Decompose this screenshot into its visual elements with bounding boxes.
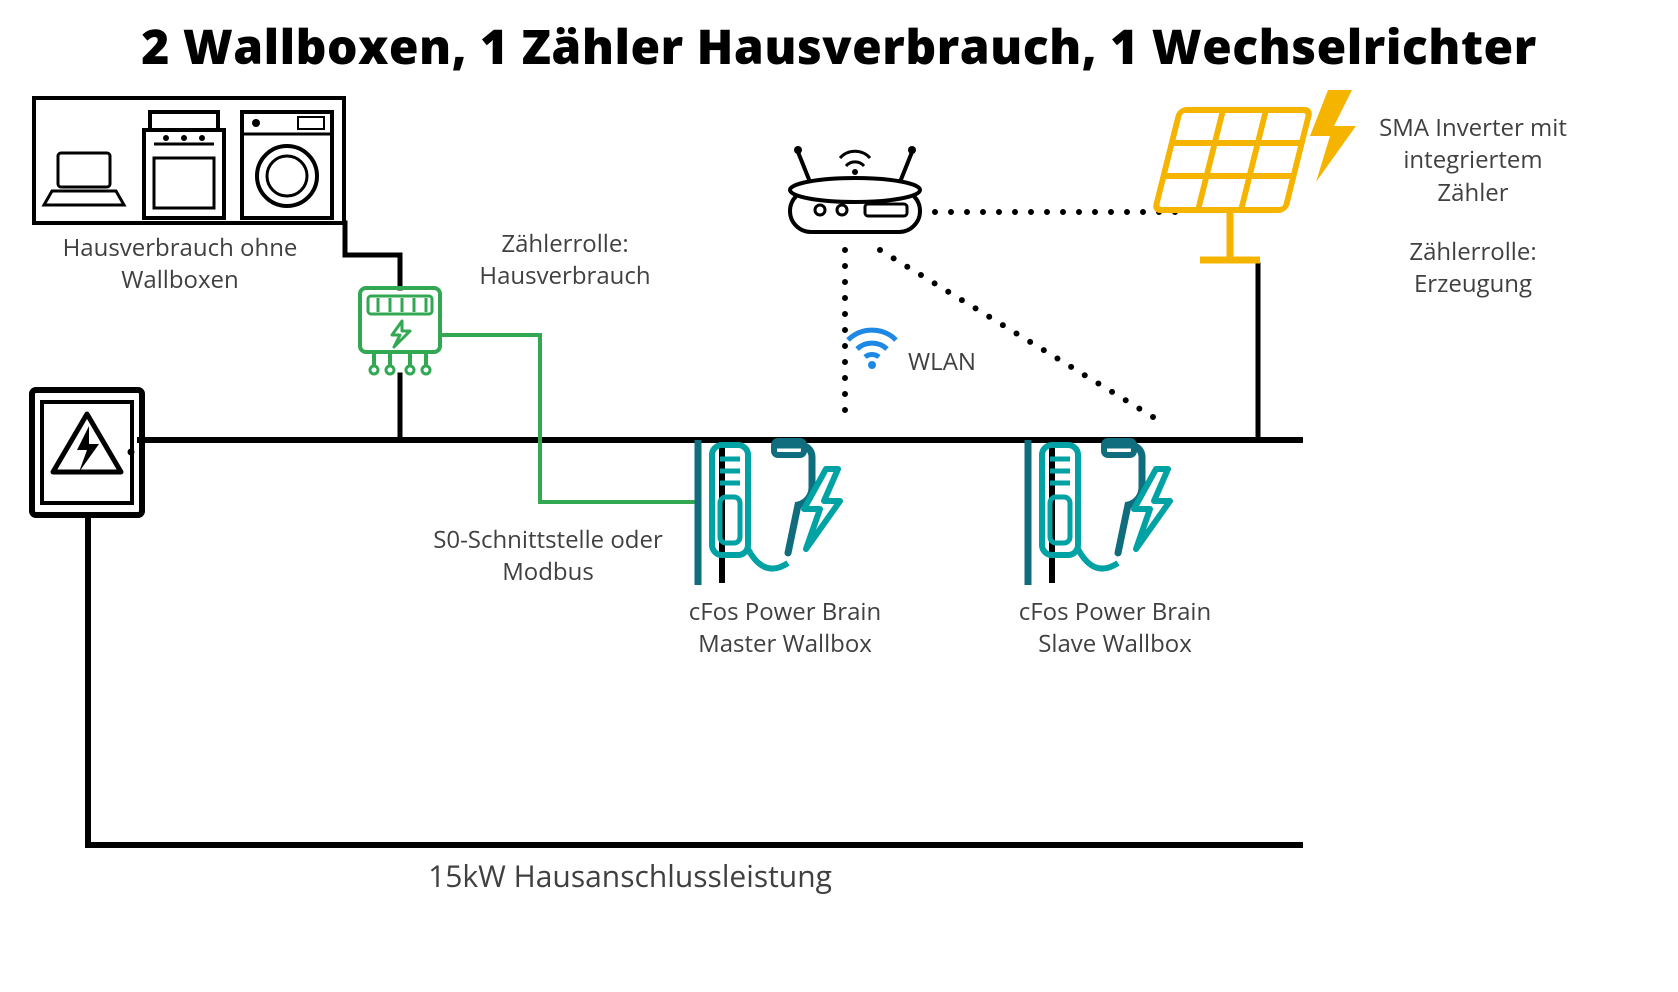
s0-modbus-line [440, 335, 700, 502]
wlan-label: WLAN [908, 346, 1028, 378]
router-icon [790, 146, 920, 232]
appliances-label: Hausverbrauch ohneWallboxen [40, 232, 320, 297]
s0-modbus-label: S0-Schnittstelle oderModbus [418, 524, 678, 589]
connection-power-label: 15kW Hausanschlussleistung [380, 856, 880, 897]
meter-icon [360, 288, 440, 374]
mains-box-icon [32, 390, 142, 515]
wlan-links [845, 212, 1178, 425]
appliances-icon [34, 98, 344, 223]
solar-label-2: Zählerrolle:Erzeugung [1368, 236, 1578, 301]
power-lines [88, 223, 1300, 845]
wallbox-master-label: cFos Power BrainMaster Wallbox [665, 596, 905, 661]
wlan-icon [848, 330, 896, 369]
solar-panel-icon [1155, 90, 1356, 260]
wallbox-slave-label: cFos Power BrainSlave Wallbox [995, 596, 1235, 661]
solar-label-1: SMA Inverter mitintegriertemZähler [1368, 112, 1578, 209]
meter-role-label: Zählerrolle:Hausverbrauch [455, 228, 675, 293]
